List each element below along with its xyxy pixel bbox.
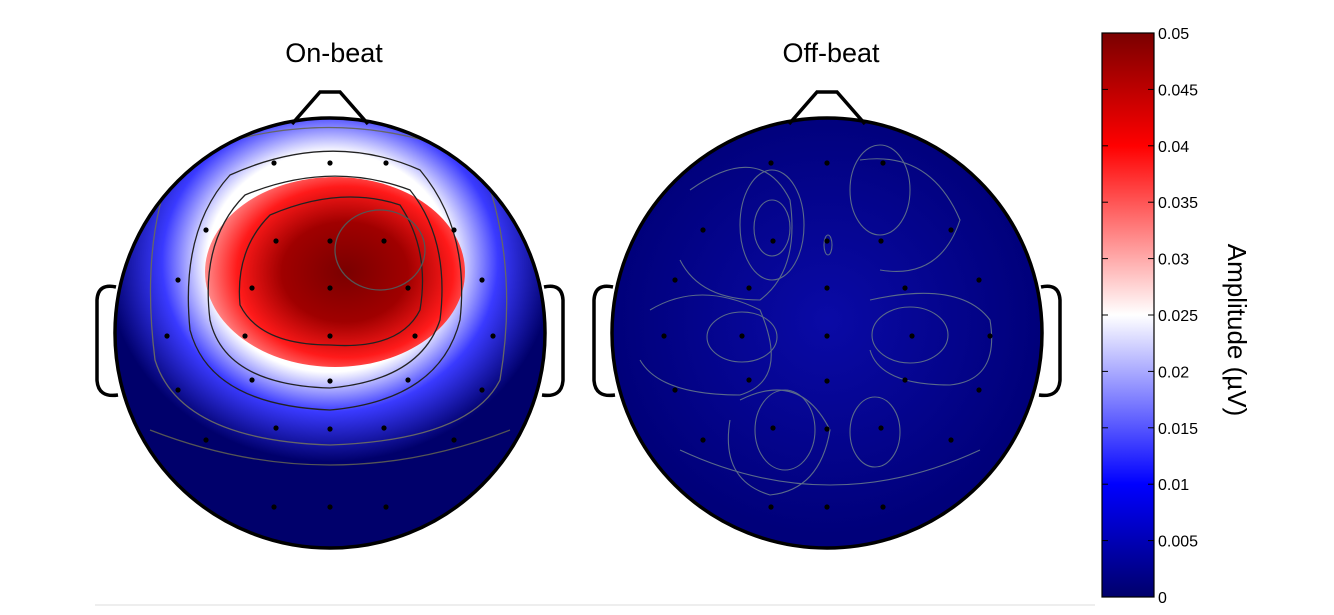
electrode-dot bbox=[902, 377, 908, 383]
electrode-dot bbox=[164, 333, 170, 339]
electrode-dot bbox=[490, 333, 496, 339]
electrode-dot bbox=[902, 285, 908, 291]
electrode-dot bbox=[824, 378, 830, 384]
electrode-dot bbox=[451, 437, 457, 443]
electrode-dot bbox=[824, 504, 830, 510]
colorbar-tick-label: 0.03 bbox=[1158, 252, 1189, 269]
electrode-dot bbox=[381, 238, 387, 244]
off-beat-left-ear bbox=[592, 284, 616, 398]
electrode-dot bbox=[824, 160, 830, 166]
on-beat-field bbox=[115, 118, 545, 548]
off-beat-right-ear bbox=[1038, 284, 1062, 398]
off-beat-map: Off-beat bbox=[592, 38, 1062, 550]
colorbar-tick-label: 0.025 bbox=[1158, 308, 1198, 325]
electrode-dot bbox=[878, 425, 884, 431]
colorbar-tick-label: 0.045 bbox=[1158, 82, 1198, 99]
colorbar-ticks: 0.05 0.045 0.04 0.035 0.03 0.025 0.02 0.015 0.01… bbox=[1102, 26, 1198, 607]
electrode-dot bbox=[249, 377, 255, 383]
electrode-dot bbox=[479, 277, 485, 283]
off-beat-contours bbox=[639, 144, 993, 496]
electrode-dot bbox=[661, 333, 667, 339]
colorbar-tick-label: 0 bbox=[1158, 590, 1167, 607]
electrode-dot bbox=[271, 160, 277, 166]
electrode-dot bbox=[242, 333, 248, 339]
colorbar-tick-label: 0.05 bbox=[1158, 26, 1189, 43]
on-beat-map: On-beat bbox=[95, 38, 565, 550]
electrode-dot bbox=[175, 387, 181, 393]
electrode-dot bbox=[746, 377, 752, 383]
electrode-dot bbox=[249, 285, 255, 291]
electrode-dot bbox=[976, 277, 982, 283]
electrode-dot bbox=[451, 227, 457, 233]
off-beat-field bbox=[612, 118, 1042, 548]
electrode-dot bbox=[271, 504, 277, 510]
on-beat-nose bbox=[290, 90, 370, 126]
electrode-dot bbox=[381, 425, 387, 431]
electrode-dot bbox=[479, 387, 485, 393]
electrode-dot bbox=[770, 425, 776, 431]
colorbar-tick-label: 0.005 bbox=[1158, 534, 1198, 551]
colorbar-tick-label: 0.035 bbox=[1158, 195, 1198, 212]
electrode-dot bbox=[273, 425, 279, 431]
colorbar-gradient bbox=[1101, 32, 1155, 598]
electrode-dot bbox=[909, 333, 915, 339]
electrode-dot bbox=[987, 333, 993, 339]
on-beat-electrodes bbox=[164, 160, 496, 510]
on-beat-title: On-beat bbox=[285, 38, 383, 68]
electrode-dot bbox=[824, 333, 830, 339]
electrode-dot bbox=[824, 426, 830, 432]
electrode-dot bbox=[405, 285, 411, 291]
on-beat-right-ear bbox=[541, 284, 565, 398]
off-beat-title: Off-beat bbox=[782, 38, 880, 68]
electrode-dot bbox=[948, 437, 954, 443]
electrode-dot bbox=[327, 160, 333, 166]
electrode-dot bbox=[672, 387, 678, 393]
electrode-dot bbox=[327, 504, 333, 510]
colorbar-tick-label: 0.02 bbox=[1158, 364, 1189, 381]
electrode-dot bbox=[976, 387, 982, 393]
off-beat-head-outline bbox=[610, 116, 1044, 550]
electrode-dot bbox=[700, 437, 706, 443]
electrode-dot bbox=[824, 238, 830, 244]
colorbar-tick-label: 0.04 bbox=[1158, 139, 1189, 156]
electrode-dot bbox=[824, 285, 830, 291]
electrode-dot bbox=[768, 160, 774, 166]
electrode-dot bbox=[383, 504, 389, 510]
electrode-dot bbox=[768, 504, 774, 510]
electrode-dot bbox=[880, 160, 886, 166]
electrode-dot bbox=[273, 238, 279, 244]
electrode-dot bbox=[700, 227, 706, 233]
electrode-dot bbox=[672, 277, 678, 283]
colorbar-tick-label: 0.015 bbox=[1158, 421, 1198, 438]
on-beat-contours bbox=[149, 126, 511, 466]
off-beat-electrodes bbox=[661, 160, 993, 510]
electrode-dot bbox=[383, 160, 389, 166]
on-beat-head-outline bbox=[113, 116, 547, 550]
colorbar: 0.05 0.045 0.04 0.035 0.03 0.025 0.02 0.015 0.01… bbox=[1101, 26, 1252, 607]
electrode-dot bbox=[412, 333, 418, 339]
electrode-dot bbox=[203, 227, 209, 233]
electrode-dot bbox=[948, 227, 954, 233]
electrode-dot bbox=[327, 426, 333, 432]
electrode-dot bbox=[327, 285, 333, 291]
electrode-dot bbox=[203, 437, 209, 443]
on-beat-left-ear bbox=[95, 284, 119, 398]
electrode-dot bbox=[405, 377, 411, 383]
electrode-dot bbox=[770, 238, 776, 244]
electrode-dot bbox=[327, 333, 333, 339]
electrode-dot bbox=[739, 333, 745, 339]
colorbar-tick-label: 0.01 bbox=[1158, 477, 1189, 494]
electrode-dot bbox=[878, 238, 884, 244]
electrode-dot bbox=[327, 238, 333, 244]
colorbar-label: Amplitude (µV) bbox=[1222, 244, 1252, 416]
off-beat-nose bbox=[787, 90, 867, 126]
electrode-dot bbox=[175, 277, 181, 283]
electrode-dot bbox=[327, 378, 333, 384]
electrode-dot bbox=[880, 504, 886, 510]
electrode-dot bbox=[746, 285, 752, 291]
